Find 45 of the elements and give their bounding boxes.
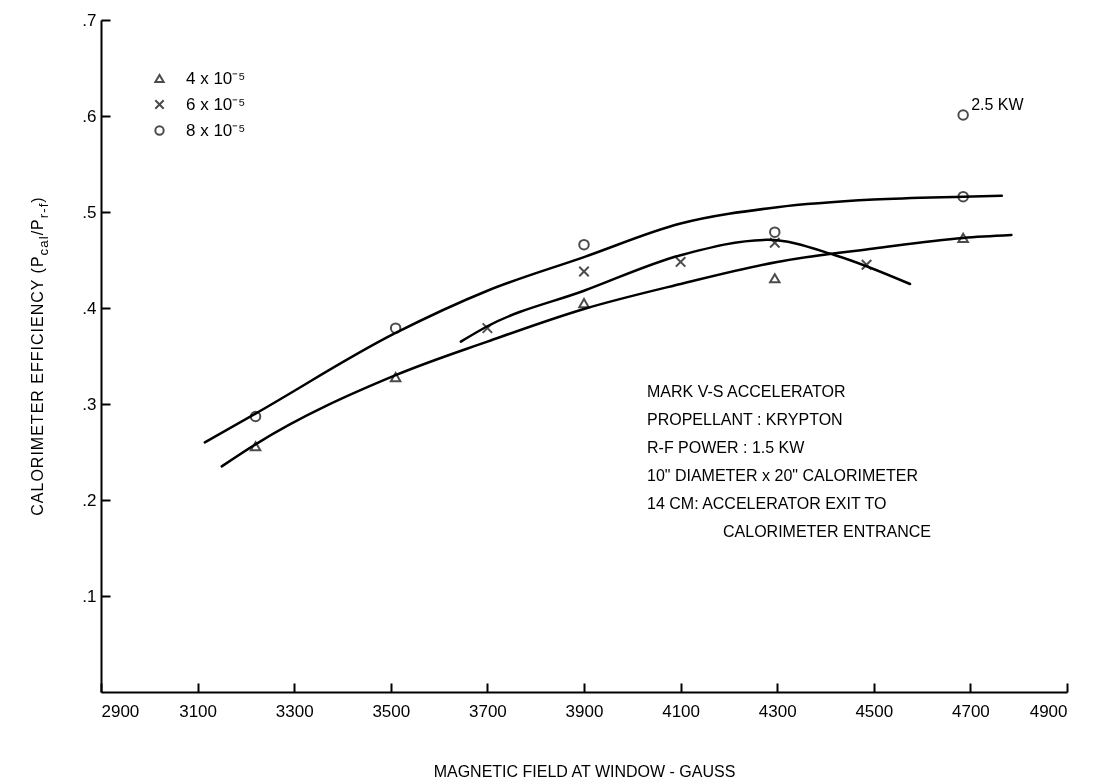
annotation: MARK V-S ACCELERATOR [647,383,846,400]
y-tick-label: .6 [82,106,97,126]
x-tick-label: 2900 [101,701,140,721]
point [481,322,494,334]
point [957,190,969,203]
x-tick-label: 3300 [275,701,314,721]
x-tick-label: 4500 [855,701,894,721]
x-tick-label: 4700 [951,701,990,721]
x-tick-label: 4300 [758,701,797,721]
annotation: 14 CM: ACCELERATOR EXIT TO CALORIMETER ENTRANCE [647,495,932,540]
point [769,226,781,238]
point [769,236,781,249]
annotation: 10" DIAMETER x 20" CALORIMETER [647,467,918,484]
y-tick-label: .5 [82,202,97,222]
point [578,238,590,251]
point [769,273,781,284]
y-tick-label: .7 [82,10,97,30]
y-tick-label: .3 [82,394,97,414]
x-tick-label: 3900 [565,701,604,721]
legend-label: 4 x 10⁻⁵ [186,68,246,88]
point [957,109,969,121]
x-tick-label: 3500 [372,701,411,721]
x-tick-label: 3100 [179,701,218,721]
point [578,265,590,278]
point [389,322,402,334]
point [578,298,590,309]
x-axis-title: MAGNETIC FIELD AT WINDOW - GAUSS [433,762,736,780]
point [389,372,402,383]
y-tick-label: .4 [82,298,97,318]
point [860,259,873,271]
legend-label: 6 x 10⁻⁵ [186,94,246,114]
annotation: PROPELLANT : KRYPTON [647,411,843,428]
point [249,410,262,423]
annotation: R-F POWER : 1.5 KW [647,439,806,456]
point [957,232,969,244]
legend-label: 8 x 10⁻⁵ [186,120,246,140]
x-tick-label: 4100 [662,701,701,721]
y-tick-label: .2 [82,490,97,510]
annotation: 2.5 KW [971,96,1025,114]
line-series [220,233,1013,468]
x-tick-label: 3700 [468,701,507,721]
x-tick-label: 4900 [1029,701,1068,721]
point [249,441,262,452]
point [674,256,687,268]
y-tick-label: .1 [82,586,97,606]
